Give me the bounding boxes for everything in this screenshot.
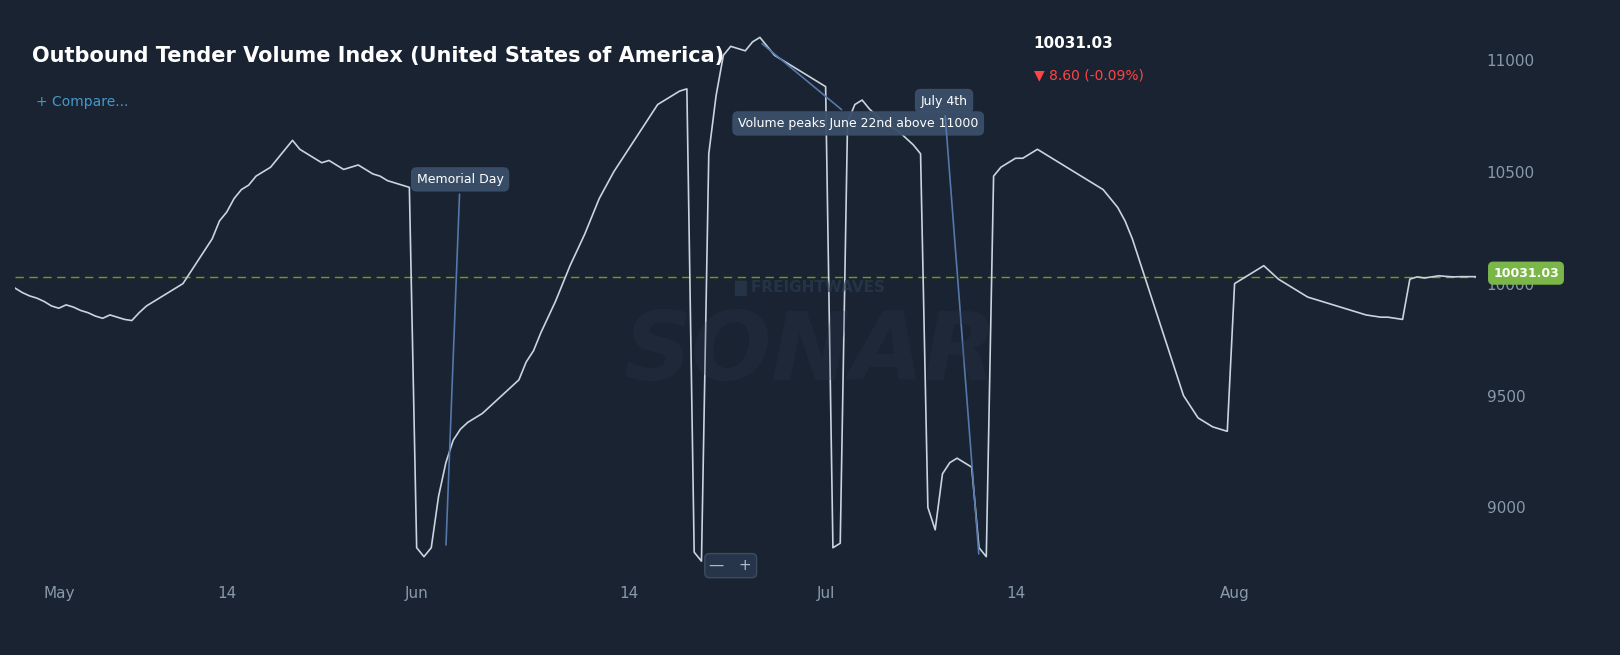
Text: Outbound Tender Volume Index (United States of America): Outbound Tender Volume Index (United Sta… bbox=[32, 46, 724, 66]
Text: —   +: — + bbox=[710, 558, 752, 573]
Text: SONAR: SONAR bbox=[624, 308, 996, 400]
Text: Memorial Day: Memorial Day bbox=[416, 173, 504, 545]
Text: + Compare...: + Compare... bbox=[36, 95, 128, 109]
Text: Volume peaks June 22nd above 11000: Volume peaks June 22nd above 11000 bbox=[739, 44, 978, 130]
Text: 10031.03: 10031.03 bbox=[1034, 36, 1113, 51]
Text: July 4th: July 4th bbox=[920, 94, 978, 554]
Text: ▼ 8.60 (-0.09%): ▼ 8.60 (-0.09%) bbox=[1034, 69, 1144, 83]
Text: █ FREIGHTWAVES: █ FREIGHTWAVES bbox=[734, 280, 886, 296]
Text: 10031.03: 10031.03 bbox=[1494, 267, 1558, 280]
